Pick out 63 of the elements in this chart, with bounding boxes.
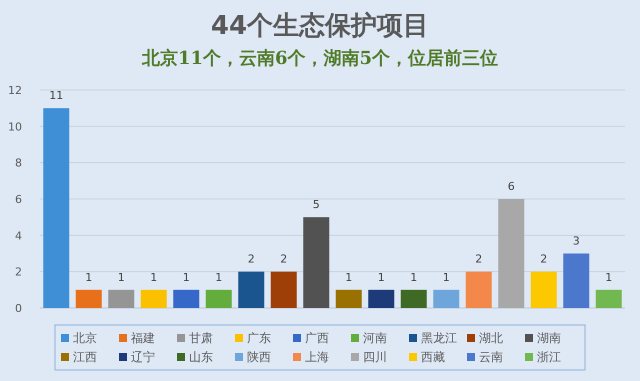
y-tick-label: 0 bbox=[15, 302, 22, 315]
legend-label: 四川 bbox=[363, 350, 387, 364]
legend-label: 北京 bbox=[73, 331, 97, 345]
y-tick-label: 8 bbox=[15, 156, 22, 170]
bar bbox=[433, 290, 460, 308]
legend-label: 辽宁 bbox=[131, 350, 155, 364]
legend-label: 云南 bbox=[479, 350, 503, 364]
legend-label: 广西 bbox=[305, 331, 329, 345]
data-label: 1 bbox=[605, 270, 612, 284]
bar bbox=[173, 290, 200, 308]
y-tick-label: 12 bbox=[8, 84, 22, 97]
bar bbox=[206, 290, 232, 308]
bar bbox=[596, 290, 622, 308]
legend-label: 山东 bbox=[189, 350, 213, 364]
chart-subtitle: 北京11个，云南6个，湖南5个，位居前三位 bbox=[140, 48, 498, 69]
data-label: 6 bbox=[508, 180, 515, 193]
data-label: 1 bbox=[215, 270, 222, 284]
legend-label: 浙江 bbox=[537, 350, 561, 364]
legend-label: 河南 bbox=[363, 331, 387, 345]
bar bbox=[530, 272, 557, 308]
bar bbox=[270, 272, 297, 308]
legend-label: 陕西 bbox=[247, 350, 271, 364]
data-label: 1 bbox=[410, 270, 418, 284]
y-tick-label: 4 bbox=[15, 229, 22, 242]
data-label: 1 bbox=[182, 270, 190, 284]
bar bbox=[303, 217, 330, 308]
bar bbox=[76, 290, 102, 308]
data-label: 1 bbox=[345, 270, 352, 284]
data-label: 1 bbox=[442, 270, 450, 284]
bar bbox=[466, 272, 492, 308]
bar bbox=[563, 254, 590, 308]
data-label: 2 bbox=[475, 252, 482, 266]
data-label: 1 bbox=[118, 270, 125, 284]
legend-label: 福建 bbox=[131, 331, 155, 345]
y-tick-label: 2 bbox=[15, 266, 22, 279]
bar bbox=[238, 272, 264, 308]
data-label: 5 bbox=[312, 198, 320, 212]
bar bbox=[368, 290, 394, 308]
bar bbox=[140, 290, 167, 308]
data-label: 2 bbox=[280, 252, 288, 266]
legend-label: 黑龙江 bbox=[421, 331, 457, 345]
data-label: 1 bbox=[150, 270, 158, 284]
legend-label: 西藏 bbox=[421, 350, 445, 364]
data-label: 2 bbox=[540, 252, 548, 266]
legend-label: 湖北 bbox=[479, 331, 503, 345]
bar bbox=[400, 290, 427, 308]
data-label: 2 bbox=[248, 252, 255, 266]
data-label: 1 bbox=[85, 270, 92, 284]
data-label: 3 bbox=[572, 234, 580, 248]
legend-label: 上海 bbox=[305, 350, 329, 364]
bar bbox=[108, 290, 134, 308]
legend-label: 甘肃 bbox=[189, 331, 213, 345]
legend-label: 江西 bbox=[73, 350, 97, 364]
data-label: 11 bbox=[49, 89, 64, 102]
data-label: 1 bbox=[378, 270, 385, 284]
chart-title: 44个生态保护项目 bbox=[210, 11, 430, 41]
bar bbox=[498, 199, 524, 308]
y-tick-label: 6 bbox=[15, 193, 22, 206]
legend-label: 湖南 bbox=[537, 331, 561, 345]
bar bbox=[43, 108, 70, 308]
legend-label: 广东 bbox=[247, 331, 271, 345]
bar bbox=[336, 290, 362, 308]
y-tick-label: 10 bbox=[8, 120, 22, 134]
